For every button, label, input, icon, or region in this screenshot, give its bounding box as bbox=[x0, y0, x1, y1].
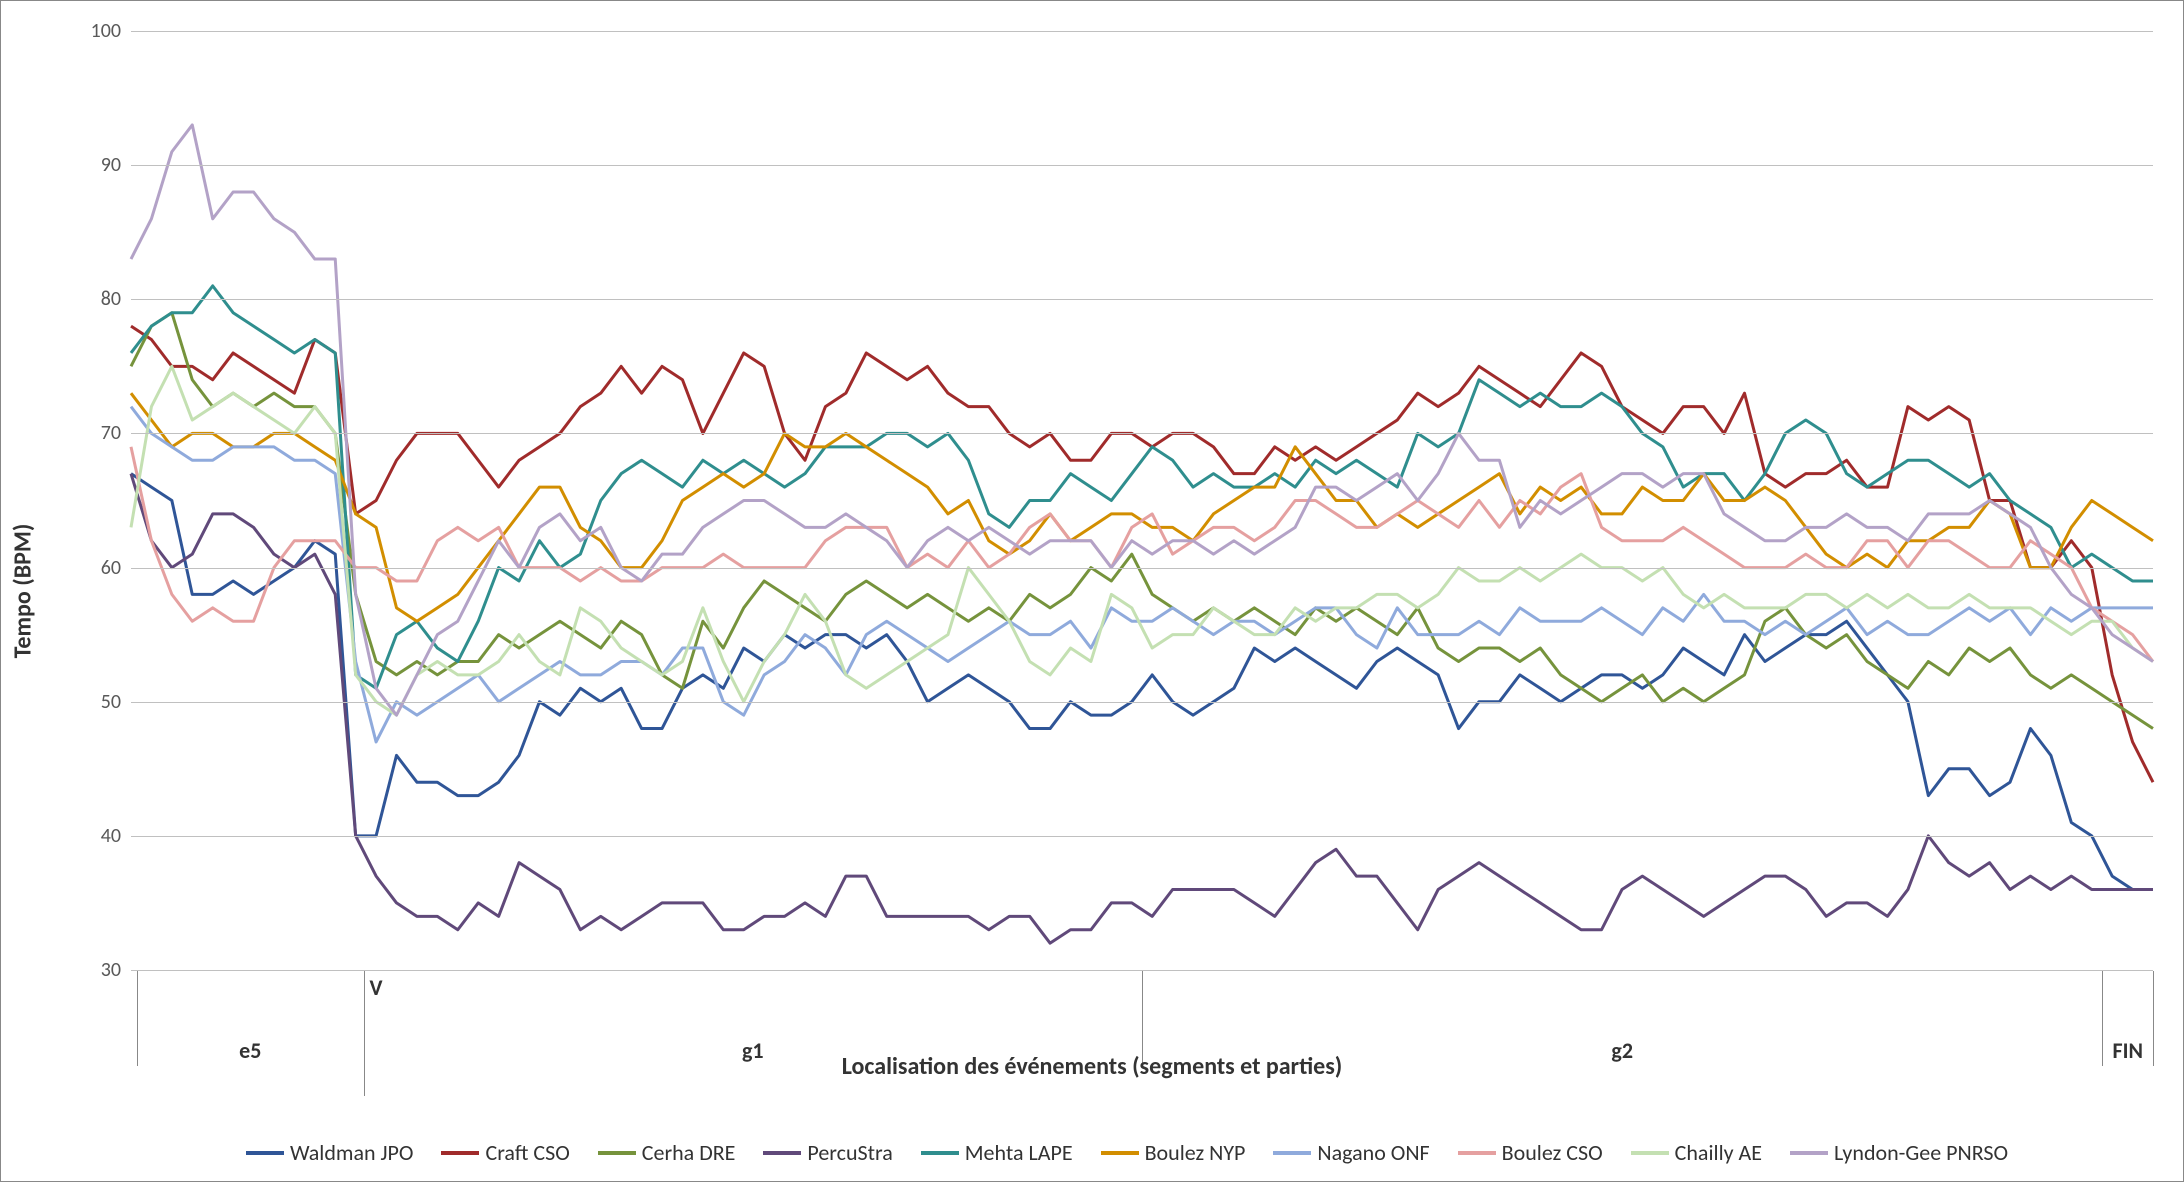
ytick-label: 80 bbox=[101, 287, 121, 311]
segment-label: g2 bbox=[1611, 1037, 1633, 1064]
gridline bbox=[131, 165, 2153, 166]
ytick-label: 90 bbox=[101, 153, 121, 177]
ytick-label: 100 bbox=[91, 19, 121, 43]
legend-label: Nagano ONF bbox=[1317, 1139, 1429, 1166]
legend-swatch bbox=[246, 1151, 284, 1155]
legend-item: Craft CSO bbox=[441, 1139, 569, 1166]
legend-label: Craft CSO bbox=[485, 1139, 569, 1166]
legend-label: Boulez NYP bbox=[1145, 1139, 1246, 1166]
legend-swatch bbox=[921, 1151, 959, 1155]
gridline bbox=[131, 31, 2153, 32]
segment-label: e5 bbox=[239, 1037, 261, 1064]
series-line bbox=[131, 474, 2153, 890]
y-axis-label: Tempo (BPM) bbox=[9, 524, 38, 659]
legend-swatch bbox=[1790, 1151, 1828, 1155]
line-series-svg bbox=[131, 31, 2153, 970]
legend-item: Boulez CSO bbox=[1458, 1139, 1603, 1166]
legend-swatch bbox=[598, 1151, 636, 1155]
gridline bbox=[131, 836, 2153, 837]
legend-label: Lyndon-Gee PNRSO bbox=[1834, 1139, 2008, 1166]
legend-label: Waldman JPO bbox=[290, 1139, 414, 1166]
gridline bbox=[131, 702, 2153, 703]
segment-label: g1 bbox=[742, 1037, 764, 1064]
legend-swatch bbox=[1458, 1151, 1496, 1155]
legend-item: Waldman JPO bbox=[246, 1139, 414, 1166]
ytick-label: 30 bbox=[101, 958, 121, 982]
x-segment-track: Ve5g1g2FIN bbox=[131, 971, 2153, 1036]
legend: Waldman JPO Craft CSO Cerha DRE PercuStra Me… bbox=[101, 1139, 2153, 1166]
legend-item: PercuStra bbox=[763, 1139, 892, 1166]
series-line bbox=[131, 393, 2153, 621]
gridline bbox=[131, 568, 2153, 569]
ytick-label: 70 bbox=[101, 421, 121, 445]
part-label: V bbox=[370, 974, 383, 1001]
plot-area: 30405060708090100 bbox=[131, 31, 2153, 971]
legend-swatch bbox=[1631, 1151, 1669, 1155]
legend-item: Nagano ONF bbox=[1273, 1139, 1429, 1166]
series-line bbox=[131, 326, 2153, 782]
segment-divider bbox=[137, 971, 138, 1066]
legend-item: Mehta LAPE bbox=[921, 1139, 1073, 1166]
legend-label: PercuStra bbox=[807, 1139, 892, 1166]
segment-divider bbox=[2153, 971, 2154, 1066]
legend-label: Mehta LAPE bbox=[965, 1139, 1073, 1166]
segment-divider bbox=[364, 971, 365, 1066]
ytick-label: 60 bbox=[101, 556, 121, 580]
legend-swatch bbox=[441, 1151, 479, 1155]
legend-swatch bbox=[1101, 1151, 1139, 1155]
ytick-label: 40 bbox=[101, 824, 121, 848]
legend-swatch bbox=[1273, 1151, 1311, 1155]
segment-label: FIN bbox=[2112, 1037, 2142, 1064]
series-line bbox=[131, 366, 2153, 715]
gridline bbox=[131, 299, 2153, 300]
segment-divider bbox=[2102, 971, 2103, 1066]
legend-item: Chailly AE bbox=[1631, 1139, 1762, 1166]
legend-label: Chailly AE bbox=[1675, 1139, 1762, 1166]
legend-item: Lyndon-Gee PNRSO bbox=[1790, 1139, 2008, 1166]
legend-item: Boulez NYP bbox=[1101, 1139, 1246, 1166]
x-axis-label: Localisation des événements (segments et… bbox=[842, 1052, 1343, 1081]
ytick-label: 50 bbox=[101, 690, 121, 714]
legend-label: Boulez CSO bbox=[1502, 1139, 1603, 1166]
gridline bbox=[131, 433, 2153, 434]
legend-item: Cerha DRE bbox=[598, 1139, 736, 1166]
tempo-chart: Tempo (BPM) 30405060708090100 Ve5g1g2FIN… bbox=[0, 0, 2184, 1182]
legend-label: Cerha DRE bbox=[642, 1139, 736, 1166]
legend-swatch bbox=[763, 1151, 801, 1155]
